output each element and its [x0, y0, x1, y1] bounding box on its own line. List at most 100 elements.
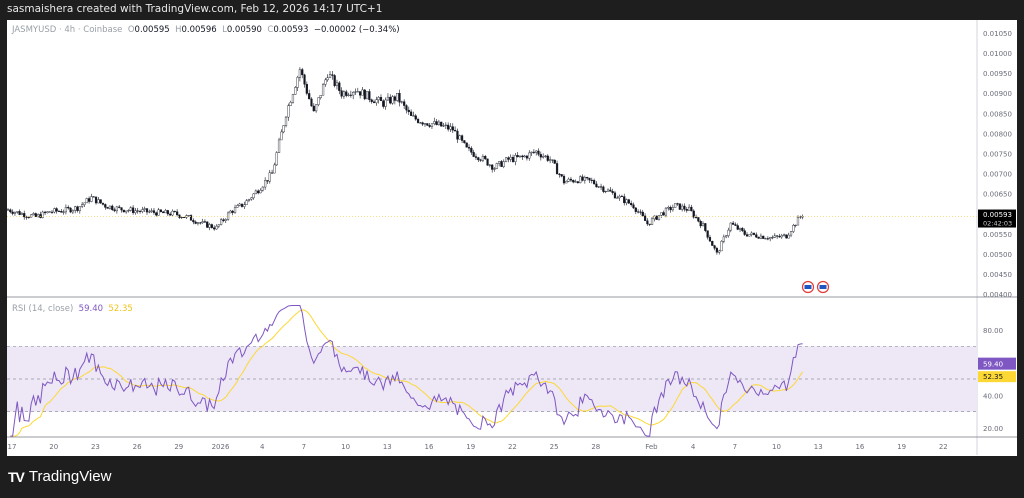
candle-body: [359, 91, 362, 96]
candle-body: [356, 91, 359, 93]
candle-body: [361, 89, 364, 96]
candle-body: [162, 211, 165, 214]
candle-body: [282, 125, 285, 133]
candle-body: [736, 225, 739, 230]
candle-body: [206, 221, 209, 228]
candle-body: [76, 206, 79, 211]
time-tick: 23: [91, 443, 100, 451]
candle-body: [597, 186, 600, 188]
price-tick: 0.01050: [983, 30, 1012, 38]
candle-body: [560, 174, 563, 177]
candle-body: [375, 99, 378, 104]
candle-body: [720, 241, 723, 252]
candle-body: [611, 191, 614, 194]
rsi-title: RSI (14, close): [12, 304, 74, 314]
candle-body: [85, 198, 88, 204]
candle-body: [423, 123, 427, 125]
candle-body: [201, 221, 204, 224]
candle-body: [289, 102, 292, 106]
candle-body: [460, 135, 464, 141]
candle-body: [405, 105, 408, 111]
candle-body: [787, 234, 790, 239]
candle-body: [486, 158, 489, 166]
current-price-label: 0.00593: [983, 211, 1012, 219]
candle-body: [164, 210, 167, 214]
candle-body: [662, 212, 665, 216]
candle-body: [67, 206, 70, 209]
candle-body: [338, 82, 341, 91]
candle-body: [648, 223, 651, 225]
candle-body: [650, 218, 654, 225]
candle-body: [532, 151, 535, 153]
candle-body: [229, 210, 232, 214]
candle-body: [192, 220, 195, 223]
candle-body: [317, 97, 320, 105]
time-tick: Feb: [645, 443, 658, 451]
candle-body: [32, 213, 35, 216]
candle-body: [391, 96, 394, 104]
price-tick: 0.00550: [983, 231, 1012, 239]
candle-body: [296, 77, 299, 88]
candle-body: [755, 234, 758, 238]
candle-body: [64, 206, 68, 213]
candle-body: [213, 227, 216, 230]
candle-body: [97, 199, 100, 204]
rsi-tick: 80.00: [983, 327, 1003, 335]
candle-body: [525, 155, 529, 159]
close-value: 0.00593: [273, 25, 309, 35]
time-tick: 22: [508, 443, 517, 451]
candle-body: [495, 163, 498, 169]
candle-body: [410, 111, 413, 116]
candle-body: [722, 236, 725, 242]
candle-body: [794, 224, 797, 226]
symbol-label[interactable]: JASMYUSD · 4h · Coinbase: [12, 25, 123, 35]
candle-body: [280, 131, 283, 141]
time-tick: 20: [49, 443, 58, 451]
candle-body: [196, 222, 200, 224]
candle-body: [250, 197, 253, 200]
candle-body: [641, 211, 644, 217]
candle-body: [169, 213, 172, 216]
candle-body: [530, 151, 533, 154]
tradingview-brand[interactable]: TV TradingView: [8, 468, 111, 485]
candle-body: [326, 77, 329, 81]
rsi-legend[interactable]: RSI (14, close) 59.40 52.35: [12, 304, 133, 314]
candle-body: [99, 199, 102, 204]
change-value: −0.00002 (−0.34%): [313, 25, 400, 35]
candle-body: [511, 157, 515, 163]
candle-body: [217, 224, 220, 227]
candle-body: [34, 213, 37, 217]
candle-body: [157, 209, 160, 216]
candle-body: [57, 210, 61, 212]
candle-body: [78, 206, 81, 211]
candle-body: [643, 215, 647, 221]
time-tick: 10: [772, 443, 781, 451]
candle-body: [690, 206, 693, 212]
chart-credit: sasmaishera created with TradingView.com…: [7, 3, 383, 15]
rsi-tick: 20.00: [983, 425, 1003, 433]
candle-body: [785, 234, 788, 239]
candle-body: [48, 211, 51, 213]
candle-body: [729, 222, 732, 231]
candle-body: [588, 177, 591, 181]
candle-body: [27, 216, 30, 218]
candle-body: [208, 224, 211, 228]
candle-body: [416, 119, 420, 123]
candle-body: [514, 155, 517, 163]
candle-body: [400, 101, 403, 103]
candle-body: [634, 207, 637, 212]
candle-body: [699, 221, 702, 227]
time-tick: 13: [814, 443, 823, 451]
candle-body: [101, 202, 105, 205]
candle-body: [706, 230, 709, 238]
price-label-box: [978, 209, 1016, 228]
candle-body: [528, 152, 531, 159]
candle-body: [233, 207, 237, 213]
low-value: 0.00590: [226, 25, 262, 35]
candle-body: [678, 203, 681, 210]
candle-body: [127, 210, 130, 212]
candle-body: [653, 215, 656, 220]
candle-body: [771, 237, 774, 239]
candle-body: [331, 74, 334, 76]
